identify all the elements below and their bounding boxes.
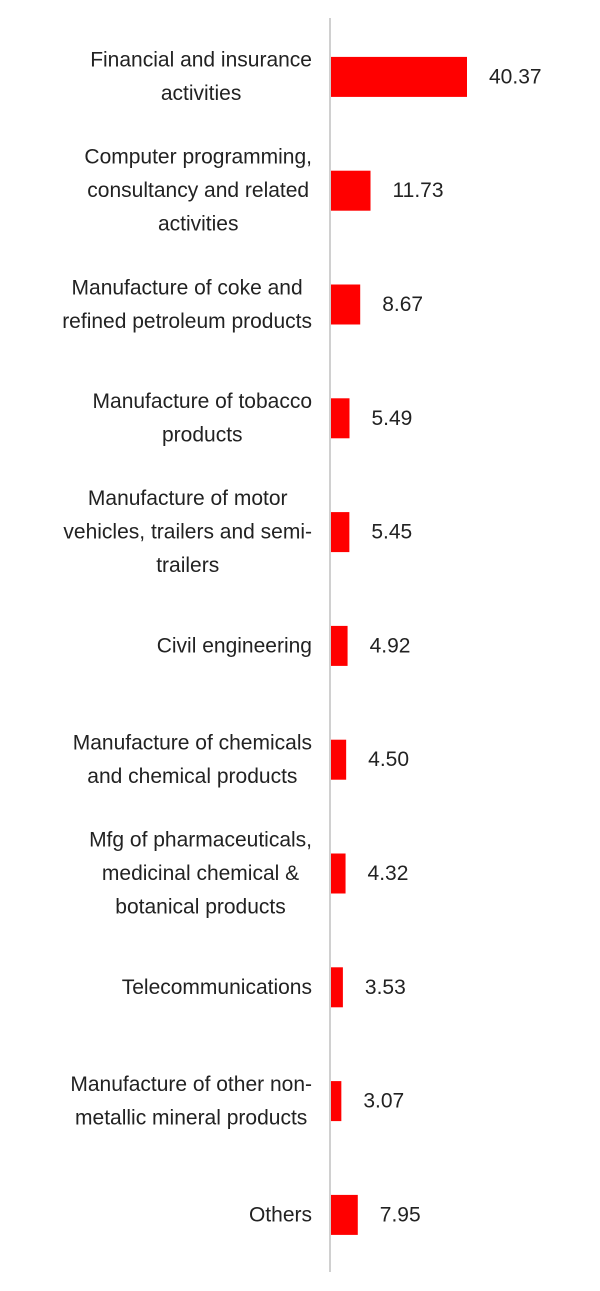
bar: [331, 1081, 342, 1122]
category-label-line: medicinal chemical &: [102, 862, 299, 885]
bar: [331, 56, 467, 97]
value-label: 3.07: [363, 1090, 404, 1113]
category-label: Telecommunications: [122, 976, 312, 999]
category-label-line: Others: [249, 1203, 312, 1226]
category-label-line: Financial and insurance: [90, 49, 312, 72]
category-label-line: Manufacture of motor: [88, 487, 288, 510]
category-label-line: Manufacture of tobacco: [93, 390, 312, 413]
category-label-line: products: [162, 424, 243, 447]
value-label: 4.32: [368, 862, 409, 885]
bar: [331, 1194, 358, 1235]
category-label-line: Computer programming,: [84, 146, 312, 169]
category-label: Manufacture of chemicals and chemical pro…: [73, 731, 312, 788]
category-label: Mfg of pharmaceuticals, medicinal chemica…: [89, 829, 312, 919]
category-label: Computer programming, consultancy and rel…: [84, 146, 312, 236]
bar: [331, 853, 346, 894]
category-label-line: Telecommunications: [122, 976, 312, 999]
category-label-line: activities: [158, 213, 239, 236]
bar: [331, 398, 350, 439]
category-label: Manufacture of motor vehicles, trailers a…: [63, 487, 312, 577]
bar: [331, 625, 348, 666]
category-label-line: botanical products: [115, 896, 285, 919]
bar: [331, 170, 371, 211]
category-label-line: vehicles, trailers and semi-: [63, 521, 312, 544]
category-label-line: trailers: [156, 554, 219, 577]
category-label: Manufacture of other non-metallic minera…: [70, 1073, 312, 1130]
bar: [331, 512, 350, 553]
category-label-line: activities: [161, 82, 242, 105]
category-label-line: Mfg of pharmaceuticals,: [89, 829, 312, 852]
value-label: 7.95: [380, 1203, 421, 1226]
value-label: 8.67: [382, 293, 423, 316]
category-label-line: Manufacture of chemicals: [73, 731, 312, 754]
value-label: 40.37: [489, 65, 542, 88]
category-label-line: refined petroleum products: [62, 310, 312, 333]
category-label: Others: [249, 1203, 312, 1226]
category-label-line: and chemical products: [87, 765, 297, 788]
category-label-line: Manufacture of coke and: [72, 276, 303, 299]
category-label: Manufacture of tobacco products: [93, 390, 312, 447]
category-label: Manufacture of coke and refined petroleum…: [62, 276, 312, 333]
value-label: 4.50: [368, 748, 409, 771]
bar: [331, 284, 361, 325]
value-label: 3.53: [365, 976, 406, 999]
bar: [331, 739, 347, 780]
category-label-line: consultancy and related: [87, 179, 309, 202]
category-label: Civil engineering: [157, 634, 312, 657]
category-label-line: Civil engineering: [157, 634, 312, 657]
value-label: 5.45: [371, 521, 412, 544]
category-label: Financial and insurance activities: [90, 49, 312, 106]
value-label: 11.73: [393, 179, 444, 202]
value-label: 4.92: [370, 634, 411, 657]
category-label-line: Manufacture of other non-: [70, 1073, 312, 1096]
value-label: 5.49: [371, 407, 412, 430]
bar: [331, 967, 343, 1008]
category-label-line: metallic mineral products: [75, 1106, 307, 1129]
